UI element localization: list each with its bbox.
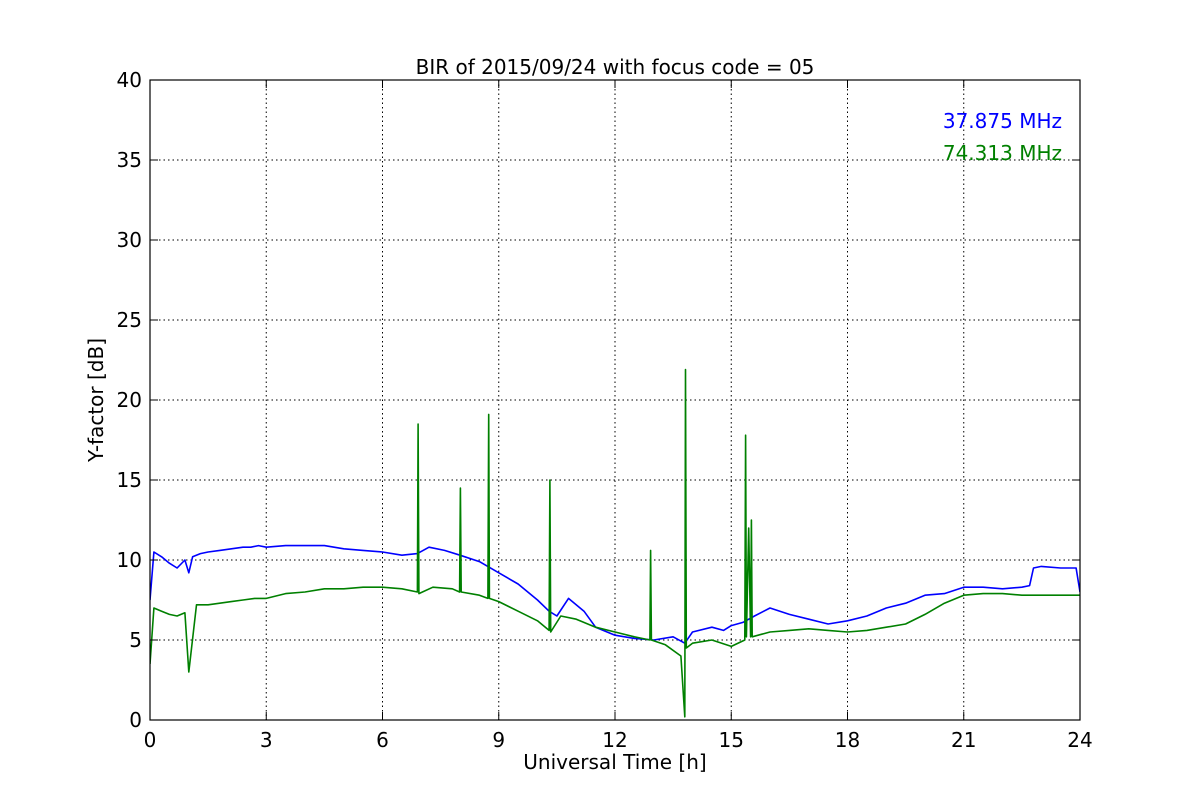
series-lines: [150, 368, 1080, 718]
legend-entry-2: 74.313 MHz: [943, 141, 1062, 165]
chart-title: BIR of 2015/09/24 with focus code = 05: [416, 55, 815, 79]
x-tick-label: 0: [144, 728, 157, 752]
y-tick-label: 15: [117, 468, 142, 492]
series-line-2: [150, 368, 1080, 718]
y-tick-label: 30: [117, 228, 142, 252]
x-tick-label: 18: [835, 728, 860, 752]
y-tick-label: 40: [117, 68, 142, 92]
axis-ticks: 0 3 6 9 12 15 18 21 24 0 5 10 15 20 25 30 35 40: [117, 68, 1093, 752]
legend-entry-1: 37.875 MHz: [943, 109, 1062, 133]
y-tick-label: 10: [117, 548, 142, 572]
legend: 37.875 MHz 74.313 MHz: [943, 109, 1062, 165]
x-tick-label: 9: [492, 728, 505, 752]
grid: [150, 80, 1080, 720]
y-tick-label: 20: [117, 388, 142, 412]
x-tick-label: 24: [1067, 728, 1092, 752]
y-axis-label: Y-factor [dB]: [84, 338, 108, 463]
y-tick-label: 25: [117, 308, 142, 332]
x-axis-label: Universal Time [h]: [523, 750, 706, 774]
x-tick-label: 12: [602, 728, 627, 752]
x-tick-label: 3: [260, 728, 273, 752]
y-tick-label: 0: [129, 708, 142, 732]
x-tick-label: 21: [951, 728, 976, 752]
y-tick-label: 35: [117, 148, 142, 172]
y-tick-label: 5: [129, 628, 142, 652]
x-tick-label: 15: [719, 728, 744, 752]
x-tick-label: 6: [376, 728, 389, 752]
series-line-1: [150, 544, 1080, 645]
